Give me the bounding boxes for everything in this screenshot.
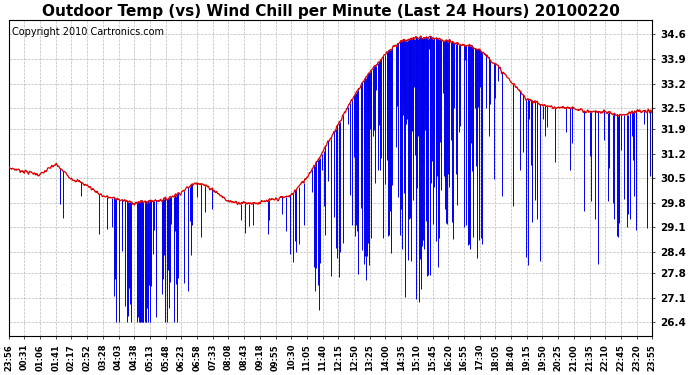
- Text: Copyright 2010 Cartronics.com: Copyright 2010 Cartronics.com: [12, 27, 164, 37]
- Title: Outdoor Temp (vs) Wind Chill per Minute (Last 24 Hours) 20100220: Outdoor Temp (vs) Wind Chill per Minute …: [41, 4, 620, 19]
